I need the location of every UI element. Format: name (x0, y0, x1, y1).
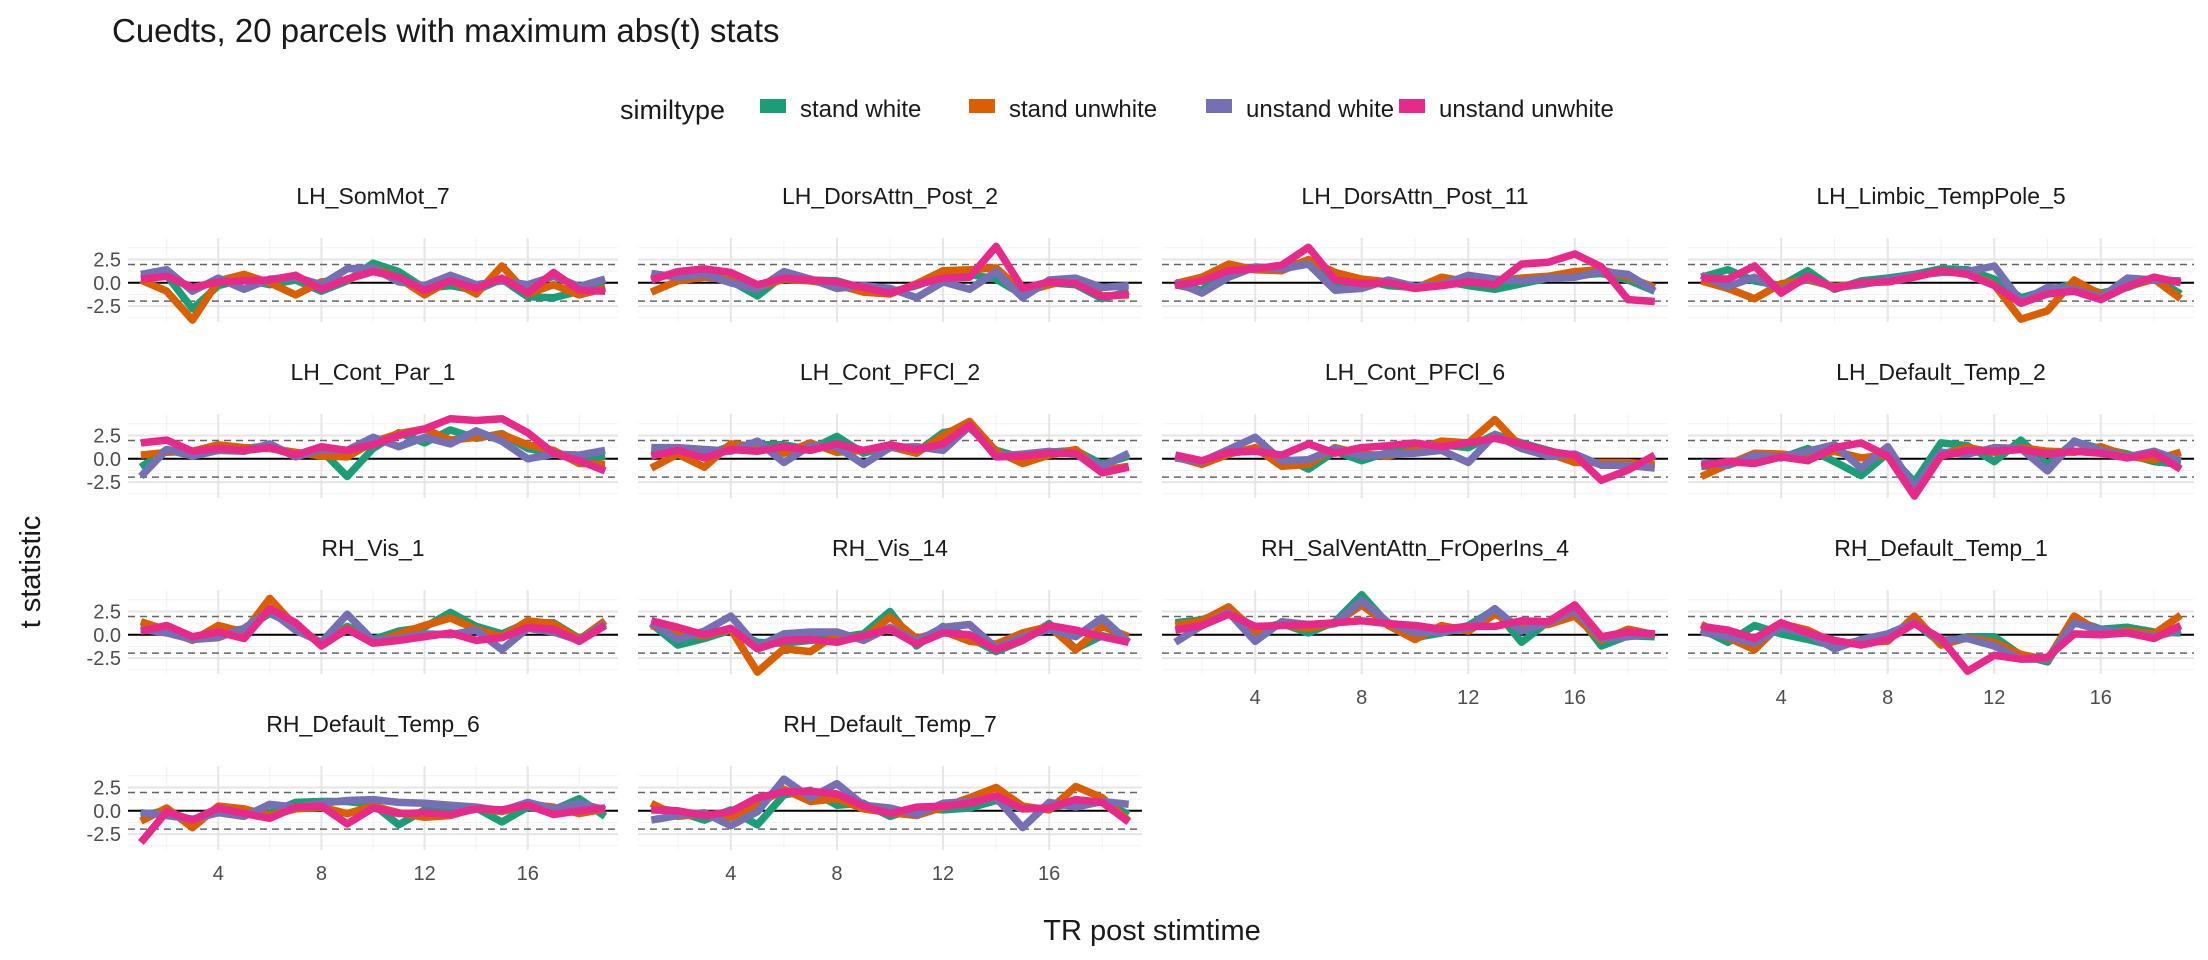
series-line-unstand-unwhite (140, 414, 607, 475)
series-line-unstand-unwhite (140, 604, 608, 650)
x-tick-label: 4 (725, 863, 736, 885)
x-axis-label: TR post stimtime (1043, 915, 1261, 947)
facet-title: LH_Cont_PFCl_2 (800, 359, 980, 385)
facet-title: RH_SalVentAttn_FrOperIns_4 (1261, 535, 1569, 561)
facet-lh-cont-pfcl-2: LH_Cont_PFCl_2 (638, 359, 1142, 498)
facet-lh-dorsattn-post-11: LH_DorsAttn_Post_11 (1162, 183, 1668, 322)
x-tick-label: 4 (1250, 687, 1261, 709)
facet-rh-default-temp-6: RH_Default_Temp_6 -2.50.02.5 4 8 12 16 (87, 711, 618, 885)
facet-title: LH_Cont_Par_1 (291, 359, 456, 385)
legend-item-stand-white: stand white (760, 96, 921, 123)
x-tick-label: 4 (1776, 687, 1787, 709)
legend-label-stand-unwhite: stand unwhite (1009, 96, 1157, 123)
y-tick-label: 2.5 (93, 777, 121, 799)
x-tick-label: 8 (1356, 687, 1367, 709)
legend-title: similtype (620, 95, 725, 125)
x-tick-label: 4 (213, 863, 224, 885)
series-line-stand-unwhite (1174, 601, 1656, 645)
x-tick-label: 12 (1983, 687, 2005, 709)
series-line-unstand-unwhite (651, 787, 1131, 826)
x-tick-label: 16 (2090, 687, 2112, 709)
x-tick-label: 12 (413, 863, 435, 885)
legend-item-unstand-unwhite: unstand unwhite (1399, 96, 1614, 123)
y-tick-label: -2.5 (87, 472, 121, 494)
facet-title: RH_Vis_1 (321, 535, 424, 561)
legend-swatch-unstand-unwhite (1399, 99, 1425, 113)
series-line-unstand-unwhite (1174, 243, 1655, 306)
x-tick-label: 8 (1882, 687, 1893, 709)
x-tick-label: 8 (316, 863, 327, 885)
legend-item-stand-unwhite: stand unwhite (969, 96, 1157, 123)
facet-rh-vis-1: RH_Vis_1 -2.50.02.5 (87, 535, 618, 674)
series-line-unstand-unwhite (650, 617, 1130, 654)
x-tick-label: 8 (831, 863, 842, 885)
x-tick-label: 16 (1564, 687, 1586, 709)
series-line-unstand-unwhite (650, 421, 1130, 477)
facet-title: RH_Default_Temp_6 (266, 711, 480, 737)
y-tick-label: 0.0 (93, 449, 121, 471)
legend: similtype stand white stand unwhite unstan… (620, 95, 1614, 125)
facet-rh-default-temp-7: RH_Default_Temp_7 4 8 12 16 (638, 711, 1142, 885)
series-line-unstand-unwhite (1174, 601, 1655, 641)
facet-title: LH_Cont_PFCl_6 (1325, 359, 1505, 385)
facet-title: LH_Default_Temp_2 (1836, 359, 2046, 385)
y-tick-label: 0.0 (93, 273, 121, 295)
series-line-unstand-unwhite (1700, 618, 2183, 675)
x-tick-label: 12 (932, 863, 954, 885)
series-line-unstand-unwhite (1701, 262, 2182, 308)
x-tick-label: 12 (1457, 687, 1479, 709)
facet-title: LH_DorsAttn_Post_11 (1301, 183, 1528, 209)
y-tick-label: 2.5 (93, 601, 121, 623)
facet-title: RH_Default_Temp_7 (783, 711, 997, 737)
legend-swatch-stand-unwhite (969, 99, 995, 113)
facet-title: RH_Default_Temp_1 (1834, 535, 2048, 561)
facet-lh-default-temp-2: LH_Default_Temp_2 (1688, 359, 2194, 500)
facet-title: RH_Vis_14 (832, 535, 948, 561)
legend-swatch-stand-white (760, 99, 786, 113)
facet-panels: LH_SomMot_7-2.50.02.5LH_DorsAttn_Post_2 L… (87, 183, 2194, 885)
facet-title: LH_Limbic_TempPole_5 (1816, 183, 2065, 209)
legend-label-unstand-white: unstand white (1246, 96, 1394, 123)
chart-title: Cuedts, 20 parcels with maximum abs(t) s… (112, 12, 780, 49)
facet-rh-salventattn-froperins-4: RH_SalVentAttn_FrOperIns_4 4 8 12 16 (1162, 535, 1668, 709)
legend-swatch-unstand-white (1206, 99, 1232, 113)
series-line-unstand-unwhite (650, 242, 1130, 301)
y-tick-label: 2.5 (93, 425, 121, 447)
series-line-unstand-unwhite (140, 267, 606, 297)
facet-title: LH_SomMot_7 (296, 183, 449, 209)
facet-rh-default-temp-1: RH_Default_Temp_1 4 8 12 16 (1688, 535, 2194, 709)
facet-lh-sommot-7: LH_SomMot_7 -2.50.02.5 (87, 183, 618, 324)
series-line-unstand-unwhite (138, 801, 606, 845)
facet-rh-vis-14: RH_Vis_14 (638, 535, 1142, 676)
y-axis-label: t statistic (15, 516, 47, 629)
legend-label-stand-white: stand white (800, 96, 921, 123)
x-tick-label: 16 (1038, 863, 1060, 885)
series-line-unstand-unwhite (1700, 439, 2183, 500)
x-tick-label: 16 (517, 863, 539, 885)
series-line-unstand-white (650, 775, 1130, 832)
legend-label-unstand-unwhite: unstand unwhite (1439, 96, 1614, 123)
y-tick-label: -2.5 (87, 824, 121, 846)
facet-lh-cont-pfcl-6: LH_Cont_PFCl_6 (1162, 359, 1668, 498)
facet-lh-cont-par-1: LH_Cont_Par_1 -2.50.02.5 (87, 359, 618, 498)
legend-item-unstand-white: unstand white (1206, 96, 1394, 123)
facet-lh-dorsattn-post-2: LH_DorsAttn_Post_2 (638, 183, 1142, 322)
y-tick-label: -2.5 (87, 296, 121, 318)
y-tick-label: 0.0 (93, 625, 121, 647)
series-line-unstand-unwhite (1174, 434, 1657, 485)
y-tick-label: -2.5 (87, 648, 121, 670)
y-tick-label: 2.5 (93, 249, 121, 271)
facet-lh-limbic-temppole-5: LH_Limbic_TempPole_5 (1688, 183, 2194, 323)
facet-title: LH_DorsAttn_Post_2 (782, 183, 998, 209)
y-tick-label: 0.0 (93, 801, 121, 823)
